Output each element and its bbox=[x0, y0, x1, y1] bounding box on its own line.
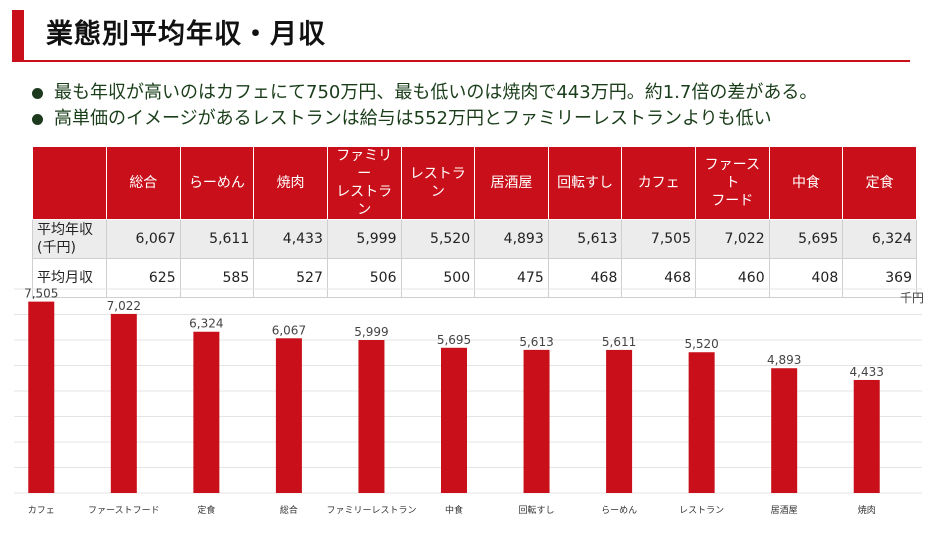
bar-chart: 7,505 カフェ 7,022 ファーストフード 6,324 定食 6,067 総合 5,999… bbox=[14, 287, 922, 516]
column-header: レストラン bbox=[400, 146, 476, 220]
x-tick-label: レストラン bbox=[679, 505, 724, 516]
data-label: 5,611 bbox=[602, 335, 636, 349]
table-row: 平均月収 625 585 527 506 500 475 468 468 460… bbox=[32, 258, 917, 298]
data-label: 5,520 bbox=[684, 337, 718, 351]
table-cell: 369 bbox=[842, 258, 917, 298]
bullet-item: 最も年収が高いのはカフェにて750万円、最も低いのは焼肉で443万円。約1.7倍… bbox=[32, 80, 817, 106]
x-tick-label: 居酒屋 bbox=[771, 505, 798, 516]
table-cell: 506 bbox=[326, 258, 402, 298]
data-label: 5,613 bbox=[519, 335, 553, 349]
table-cell: 468 bbox=[547, 258, 623, 298]
bar bbox=[193, 331, 220, 493]
table-cell: 5,520 bbox=[400, 219, 476, 259]
x-tick-label: 定食 bbox=[197, 504, 215, 516]
bar bbox=[688, 352, 715, 493]
table-cell: 408 bbox=[768, 258, 844, 298]
data-label: 7,505 bbox=[24, 287, 58, 301]
row-header: 平均年収 (千円) bbox=[32, 219, 107, 259]
column-header: カフェ bbox=[621, 146, 696, 220]
chart-unit-label: 千円 bbox=[900, 291, 925, 305]
column-header: 焼肉 bbox=[253, 146, 328, 220]
bullet-text: 高単価のイメージがあるレストランは給与は552万円とファミリーレストランよりも低… bbox=[54, 108, 772, 129]
table-cell: 460 bbox=[695, 258, 770, 298]
row-header: 平均月収 bbox=[32, 258, 107, 298]
column-header: らーめん bbox=[179, 146, 255, 220]
table-cell: 500 bbox=[400, 258, 476, 298]
table-cell: 4,433 bbox=[253, 219, 328, 259]
bar bbox=[523, 349, 550, 493]
table-cell: 4,893 bbox=[474, 219, 549, 259]
column-header: 総合 bbox=[106, 146, 181, 220]
table-cell: 7,022 bbox=[695, 219, 770, 259]
data-label: 4,433 bbox=[850, 365, 884, 379]
data-label: 6,067 bbox=[272, 323, 306, 337]
table-cell: 5,695 bbox=[768, 219, 844, 259]
bullet-dot-icon bbox=[32, 88, 43, 99]
data-label: 7,022 bbox=[107, 299, 141, 313]
table-cell: 468 bbox=[621, 258, 696, 298]
table-cell: 6,324 bbox=[842, 219, 917, 259]
table-cell: 5,611 bbox=[179, 219, 255, 259]
x-tick-label: 回転すし bbox=[519, 505, 555, 516]
bullet-text: 最も年収が高いのはカフェにて750万円、最も低いのは焼肉で443万円。約1.7倍… bbox=[54, 82, 818, 103]
bar bbox=[358, 340, 385, 493]
table-cell: 7,505 bbox=[621, 219, 696, 259]
data-label: 5,695 bbox=[437, 333, 471, 347]
x-tick-label: カフェ bbox=[28, 505, 55, 516]
x-tick-label: 中食 bbox=[445, 504, 463, 516]
x-tick-label: 総合 bbox=[280, 504, 298, 516]
column-header: 中食 bbox=[768, 146, 844, 220]
bar bbox=[606, 349, 633, 493]
table-cell: 5,613 bbox=[547, 219, 623, 259]
data-label: 4,893 bbox=[767, 353, 801, 367]
table-cell: 5,999 bbox=[326, 219, 402, 259]
bullet-item: 高単価のイメージがあるレストランは給与は552万円とファミリーレストランよりも低… bbox=[32, 106, 817, 132]
table-cell: 585 bbox=[179, 258, 255, 298]
table-cell: 475 bbox=[474, 258, 549, 298]
bar bbox=[771, 368, 798, 493]
title-bar: 業態別平均年収・月収 bbox=[0, 0, 940, 62]
bullet-list: 最も年収が高いのはカフェにて750万円、最も低いのは焼肉で443万円。約1.7倍… bbox=[32, 80, 817, 132]
table-row: 平均年収 (千円) 6,067 5,611 4,433 5,999 5,520 … bbox=[32, 219, 917, 259]
title-underline bbox=[12, 60, 910, 62]
data-label: 6,324 bbox=[189, 317, 223, 331]
column-header: ファースト フード bbox=[695, 146, 770, 220]
column-header: 居酒屋 bbox=[474, 146, 549, 220]
title-accent-bar bbox=[12, 10, 24, 60]
x-tick-label: ファミリーレストラン bbox=[326, 505, 416, 516]
bar bbox=[110, 313, 137, 493]
salary-table: 総合 らーめん 焼肉 ファミリー レストラン レストラン 居酒屋 回転すし カフ… bbox=[32, 146, 917, 298]
column-header: ファミリー レストラン bbox=[326, 146, 402, 220]
page-title: 業態別平均年収・月収 bbox=[46, 19, 326, 50]
table-cell: 527 bbox=[253, 258, 328, 298]
table-corner-cell bbox=[32, 146, 107, 220]
data-label: 5,999 bbox=[354, 325, 388, 339]
table-cell: 6,067 bbox=[106, 219, 181, 259]
bar bbox=[275, 338, 302, 493]
bullet-dot-icon bbox=[32, 114, 43, 125]
table-header-row: 総合 らーめん 焼肉 ファミリー レストラン レストラン 居酒屋 回転すし カフ… bbox=[32, 146, 917, 220]
column-header: 定食 bbox=[842, 146, 917, 220]
column-header: 回転すし bbox=[547, 146, 623, 220]
bar bbox=[28, 301, 55, 493]
x-tick-label: ファーストフード bbox=[88, 506, 160, 516]
x-tick-label: らーめん bbox=[601, 505, 637, 516]
bar bbox=[441, 347, 467, 493]
bar bbox=[853, 379, 880, 493]
x-tick-label: 焼肉 bbox=[858, 504, 876, 516]
